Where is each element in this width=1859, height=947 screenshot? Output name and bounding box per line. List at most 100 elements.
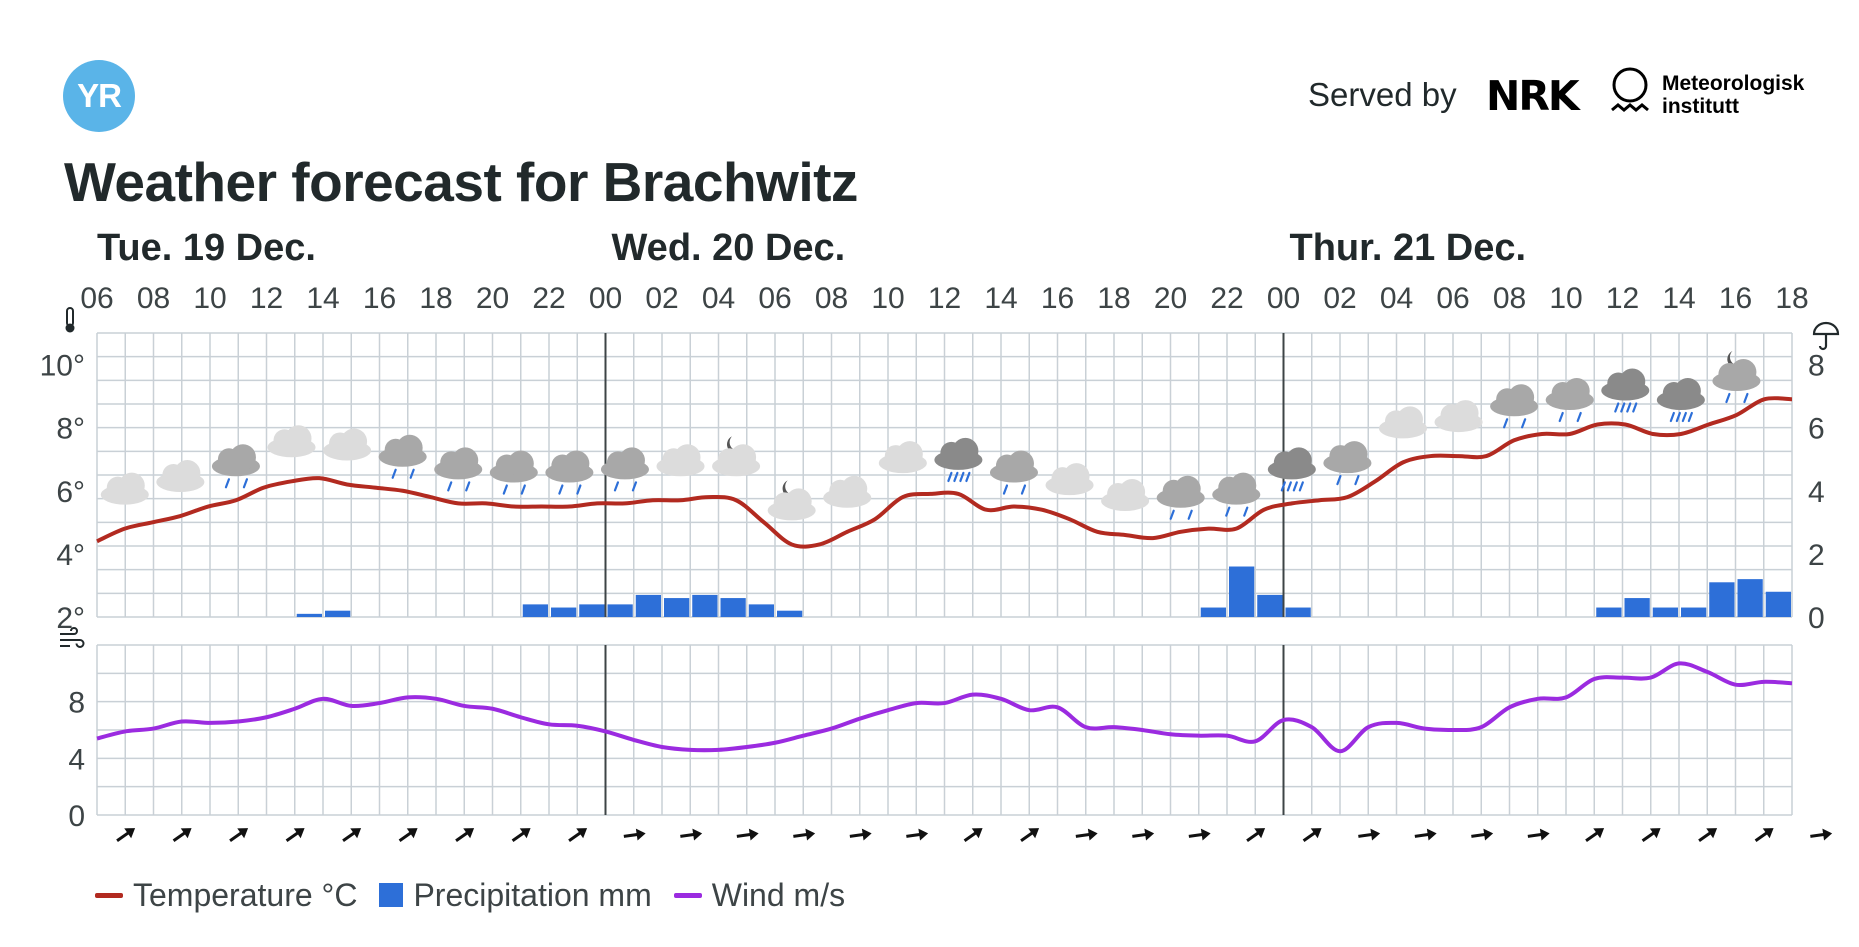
wind-arrow xyxy=(1698,828,1718,842)
rain-drop xyxy=(1243,506,1249,517)
cloud-puff xyxy=(229,444,256,471)
rain-drop xyxy=(1354,474,1360,486)
hour-label: 00 xyxy=(1267,282,1300,315)
cloudy-icon xyxy=(1101,478,1150,511)
cloud-puff xyxy=(341,428,368,455)
cloud-puff xyxy=(785,488,812,515)
hour-label: 02 xyxy=(645,282,678,315)
wind-arrow-head xyxy=(1028,828,1040,839)
wind-arrow-head xyxy=(1822,828,1833,841)
hour-label: 12 xyxy=(1606,282,1639,315)
cloudy-icon xyxy=(1045,463,1094,496)
wind-arrow xyxy=(1810,828,1833,841)
wind-arrow-head xyxy=(1310,828,1322,839)
grid xyxy=(96,332,1793,816)
rain-drop xyxy=(1669,411,1675,423)
wind-arrow xyxy=(1075,828,1098,841)
hour-label: 22 xyxy=(532,282,565,315)
temp-tick-label: 6° xyxy=(56,476,85,509)
cloud-puff xyxy=(674,444,701,471)
wind-arrow xyxy=(1527,828,1550,841)
rain-icon xyxy=(1601,368,1650,413)
light-rain-icon xyxy=(1545,377,1594,423)
rain-drop xyxy=(1002,484,1009,495)
light-rain-night-icon xyxy=(1712,351,1761,404)
cloud-puff xyxy=(1230,472,1257,499)
cloudy-icon xyxy=(156,460,205,493)
precip-bar xyxy=(1229,566,1255,617)
temp-tick-label: 4° xyxy=(56,539,85,572)
wind-arrow xyxy=(116,828,136,842)
hour-label: 22 xyxy=(1210,282,1243,315)
precip-bar xyxy=(551,607,577,617)
rain-drop xyxy=(1675,411,1681,423)
rain-drop xyxy=(1280,481,1286,492)
cloudy-icon xyxy=(1378,406,1427,439)
rain-drop xyxy=(1503,418,1509,429)
hour-label: 08 xyxy=(815,282,848,315)
wind-arrow-head xyxy=(293,828,305,839)
cloud-puff xyxy=(285,425,312,452)
umbrella-handle xyxy=(1818,334,1828,351)
wind-arrow-head xyxy=(350,828,362,839)
precip-bar xyxy=(1624,598,1650,617)
precip-tick-label: 2 xyxy=(1808,539,1825,572)
rain-drop xyxy=(520,484,526,495)
precip-tick-label: 0 xyxy=(1808,602,1825,635)
precip-bar xyxy=(748,604,774,617)
wind-arrow-head xyxy=(124,828,136,839)
page-title: Weather forecast for Brachwitz xyxy=(64,151,858,213)
wind-tick-label: 0 xyxy=(68,800,85,833)
cloud-puff xyxy=(174,460,201,487)
wind-arrow-head xyxy=(1426,828,1437,841)
light-rain-icon xyxy=(989,450,1038,495)
precip-bar xyxy=(296,613,322,617)
rain-drop xyxy=(1681,411,1687,423)
hour-label: 14 xyxy=(1662,282,1695,315)
cloud-puff xyxy=(1063,463,1090,490)
rain-drop xyxy=(1743,392,1749,404)
light-rain-icon xyxy=(489,450,538,495)
rain-drop xyxy=(959,471,965,483)
wind-arrow xyxy=(1414,828,1437,841)
wind-arrow-head xyxy=(748,828,759,841)
wind-arrow xyxy=(1246,828,1266,842)
cloud-puff xyxy=(452,447,479,474)
cloud-puff xyxy=(1563,377,1590,404)
rain-drop xyxy=(1286,481,1292,492)
light-rain-icon xyxy=(545,450,594,495)
precip-bar xyxy=(777,610,803,617)
wind-arrow xyxy=(963,828,983,842)
yr-logo[interactable]: YR xyxy=(63,60,135,132)
rain-drop xyxy=(1521,418,1527,429)
rain-drop xyxy=(1169,509,1175,520)
legend-precipitation-swatch xyxy=(379,883,404,907)
hour-label: 12 xyxy=(928,282,961,315)
met-line-2: institutt xyxy=(1662,95,1739,118)
rain-drop xyxy=(1336,474,1342,486)
rain-icon xyxy=(1656,377,1705,423)
cloud-puff xyxy=(1730,359,1757,386)
wind-arrow-head xyxy=(861,828,872,841)
met-institute-logo[interactable]: Meteorologisk institutt xyxy=(1662,72,1804,118)
cloud-puff xyxy=(1285,447,1312,474)
precip-bar xyxy=(1285,607,1311,617)
temp-tick-label: 8° xyxy=(56,413,85,446)
met-line-1: Meteorologisk xyxy=(1662,72,1805,95)
rain-drop xyxy=(409,468,415,479)
precip-bar xyxy=(522,604,548,617)
nrk-logo[interactable]: NRK xyxy=(1486,72,1580,120)
umbrella-icon xyxy=(1812,321,1840,351)
served-by-label: Served by xyxy=(1308,76,1457,113)
wind-arrow-head xyxy=(635,828,646,841)
thermometer-bulb xyxy=(65,323,75,333)
precip-tick-label: 4 xyxy=(1808,476,1825,509)
wind-arrow xyxy=(342,828,362,842)
rain-drop xyxy=(1020,484,1027,495)
hour-label: 06 xyxy=(1436,282,1469,315)
rain-drop xyxy=(1620,402,1626,413)
rain-drop xyxy=(1187,509,1193,520)
cloudy-icon xyxy=(323,428,372,461)
cloud-puff xyxy=(1619,368,1646,395)
cloud-puff xyxy=(1508,384,1535,411)
